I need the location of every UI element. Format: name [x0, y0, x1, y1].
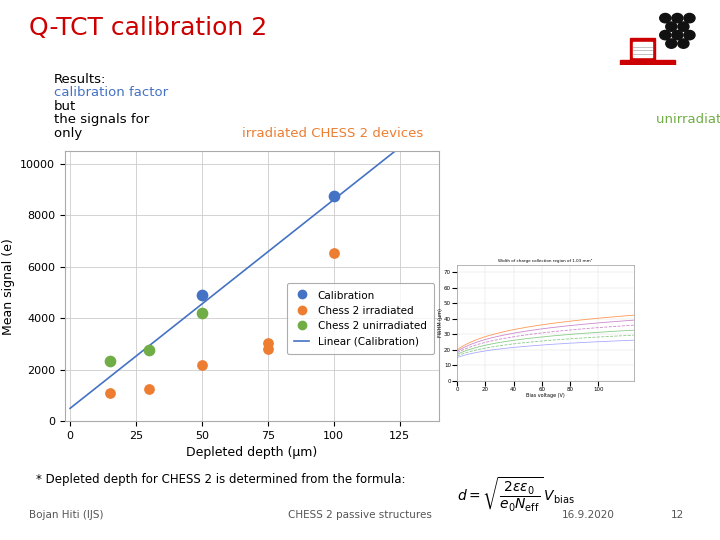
Point — [143, 384, 155, 393]
Title: Width of charge collection region of 1.03 mm²: Width of charge collection region of 1.0… — [498, 259, 593, 263]
Bar — [633, 42, 652, 57]
Point — [328, 192, 340, 200]
Text: 16.9.2020: 16.9.2020 — [562, 510, 614, 521]
Text: $d = \sqrt{\dfrac{2\varepsilon\varepsilon_0}{e_0 N_\mathrm{eff}}} \, V_\mathrm{b: $d = \sqrt{\dfrac{2\varepsilon\varepsilo… — [457, 476, 575, 515]
Circle shape — [672, 14, 683, 23]
Text: Bojan Hiti (IJS): Bojan Hiti (IJS) — [29, 510, 103, 521]
Point — [262, 339, 274, 347]
Circle shape — [672, 30, 683, 40]
Point — [262, 345, 274, 354]
Circle shape — [684, 30, 695, 40]
Bar — [630, 38, 655, 60]
Circle shape — [678, 39, 689, 48]
X-axis label: Depleted depth (μm): Depleted depth (μm) — [186, 447, 318, 460]
Circle shape — [684, 14, 695, 23]
Point — [196, 309, 207, 318]
Text: but: but — [54, 100, 76, 113]
Text: CHESS 2 passive structures: CHESS 2 passive structures — [288, 510, 432, 521]
Y-axis label: FWHM (μm): FWHM (μm) — [438, 308, 443, 337]
Text: Results:: Results: — [54, 73, 107, 86]
Point — [143, 346, 155, 355]
Circle shape — [660, 30, 671, 40]
Y-axis label: Mean signal (e): Mean signal (e) — [1, 238, 14, 335]
Text: 12: 12 — [671, 510, 684, 521]
X-axis label: Bias voltage (V): Bias voltage (V) — [526, 393, 564, 399]
Legend: Calibration, Chess 2 irradiated, Chess 2 unirradiated, Linear (Calibration): Calibration, Chess 2 irradiated, Chess 2… — [287, 283, 434, 354]
Point — [196, 291, 207, 300]
Circle shape — [666, 22, 677, 31]
Text: irradiated CHESS 2 devices: irradiated CHESS 2 devices — [242, 127, 423, 140]
Point — [196, 360, 207, 369]
Circle shape — [666, 39, 677, 48]
Text: * Depleted depth for CHESS 2 is determined from the formula:: * Depleted depth for CHESS 2 is determin… — [36, 472, 413, 485]
Point — [328, 248, 340, 257]
Text: only: only — [54, 127, 86, 140]
Circle shape — [660, 14, 671, 23]
Circle shape — [678, 22, 689, 31]
Point — [104, 356, 115, 365]
Point — [104, 389, 115, 397]
Text: Q-TCT calibration 2: Q-TCT calibration 2 — [29, 16, 267, 40]
Text: calibration factor: calibration factor — [54, 86, 168, 99]
Bar — [620, 60, 675, 65]
Text: unirradiated CHESS 2 devices: unirradiated CHESS 2 devices — [656, 113, 720, 126]
Text: the signals for: the signals for — [54, 113, 153, 126]
